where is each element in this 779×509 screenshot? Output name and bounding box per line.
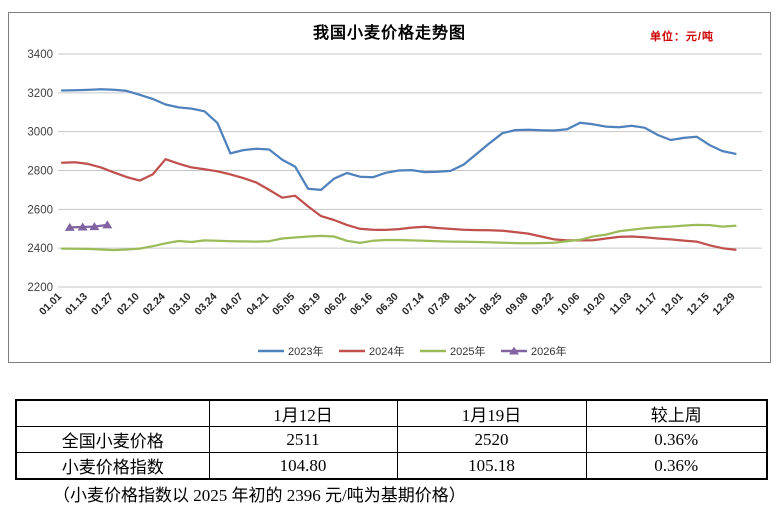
x-axis-label: 06.02: [322, 291, 349, 318]
chart-title: 我国小麦价格走势图: [312, 25, 466, 42]
table-header-row: 1月12日 1月19日 较上周: [15, 399, 768, 427]
legend-item-2023年: 2023年: [258, 344, 323, 358]
x-axis-label: 02.24: [141, 291, 168, 318]
series-marker-2026年: [102, 220, 113, 229]
y-axis-label: 2600: [27, 204, 53, 216]
price-value: 2511: [208, 426, 398, 453]
x-axis-label: 10.06: [555, 291, 582, 318]
table-header-date2: 1月19日: [396, 399, 587, 427]
legend-item-2025年: 2025年: [420, 344, 485, 358]
legend-item-2024年: 2024年: [339, 344, 404, 358]
x-axis-label: 08.11: [452, 291, 479, 318]
table-header-empty: [15, 399, 210, 427]
index-value: 105.18: [396, 452, 587, 480]
change-value: 0.36%: [585, 426, 768, 453]
table-header-change: 较上周: [585, 399, 768, 427]
x-axis-label: 11.17: [633, 291, 660, 318]
wheat-price-chart: 我国小麦价格走势图 单位：元/吨 2200 2400 2600 2800 3000 320…: [8, 12, 771, 363]
series-line-2025年: [60, 223, 737, 252]
x-axis-label: 01.01: [37, 291, 64, 318]
x-axis-label: 09.22: [529, 291, 556, 318]
legend-label: 2023年: [288, 344, 323, 358]
index-value: 104.80: [208, 452, 398, 480]
x-axis-label: 12.29: [711, 291, 738, 318]
y-axis-label: 2200: [27, 282, 53, 294]
x-axis-label: 03.10: [167, 291, 194, 318]
y-axis-label: 2800: [27, 166, 53, 178]
table-row-national-price: 全国小麦价格 2511 2520 0.36%: [15, 426, 768, 453]
x-axis-label: 09.08: [503, 291, 530, 318]
x-axis-label: 04.21: [244, 291, 271, 318]
series-marker-2026年: [64, 222, 75, 231]
x-axis-label: 02.10: [115, 291, 142, 318]
x-axis-label: 07.28: [426, 291, 453, 318]
x-axis-label: 10.20: [581, 291, 608, 318]
legend-marker: [509, 346, 519, 355]
y-axis-label: 3200: [27, 88, 53, 100]
series-line-2024年: [60, 158, 737, 251]
x-axis-label: 06.16: [348, 291, 375, 318]
y-axis-label: 3400: [27, 49, 53, 61]
x-axis-label: 05.19: [296, 291, 323, 318]
x-axis-label: 12.01: [659, 291, 686, 318]
x-axis-label: 12.15: [685, 291, 712, 318]
footnote: （小麦价格指数以 2025 年初的 2396 元/吨为基期价格）: [53, 486, 466, 505]
chart-canvas: 2200 2400 2600 2800 3000 3200 3400 01.0101.1301…: [27, 49, 762, 358]
x-axis-label: 01.13: [63, 291, 90, 318]
x-axis-label: 01.27: [89, 291, 116, 318]
x-axis-label: 11.03: [607, 291, 634, 318]
x-axis-label: 06.30: [374, 291, 401, 318]
x-axis-label: 07.14: [400, 291, 427, 318]
legend-label: 2026年: [531, 344, 566, 358]
table-row-price-index: 小麦价格指数 104.80 105.18 0.36%: [15, 452, 768, 480]
row-label: 小麦价格指数: [15, 452, 210, 480]
legend-label: 2024年: [369, 344, 404, 358]
legend-label: 2025年: [450, 344, 485, 358]
legend-item-2026年: 2026年: [501, 344, 566, 358]
price-table: 1月12日 1月19日 较上周 全国小麦价格 2511 2520 0.36% 小…: [15, 399, 768, 480]
x-axis-label: 05.05: [270, 291, 297, 318]
row-label: 全国小麦价格: [15, 426, 210, 453]
y-axis-label: 3000: [27, 127, 53, 139]
price-value: 2520: [396, 426, 587, 453]
series-marker-2026年: [89, 222, 100, 231]
series-line-2023年: [60, 88, 737, 192]
x-axis-label: 03.24: [192, 291, 219, 318]
unit-label: 单位：元/吨: [649, 31, 714, 43]
series-line-2026年: [68, 223, 109, 229]
x-axis-label: 08.25: [477, 291, 504, 318]
table-header-date1: 1月12日: [208, 399, 398, 427]
y-axis-label: 2400: [27, 243, 53, 255]
change-value: 0.36%: [585, 452, 768, 480]
series-marker-2026年: [77, 222, 88, 231]
x-axis-label: 04.07: [218, 291, 245, 318]
